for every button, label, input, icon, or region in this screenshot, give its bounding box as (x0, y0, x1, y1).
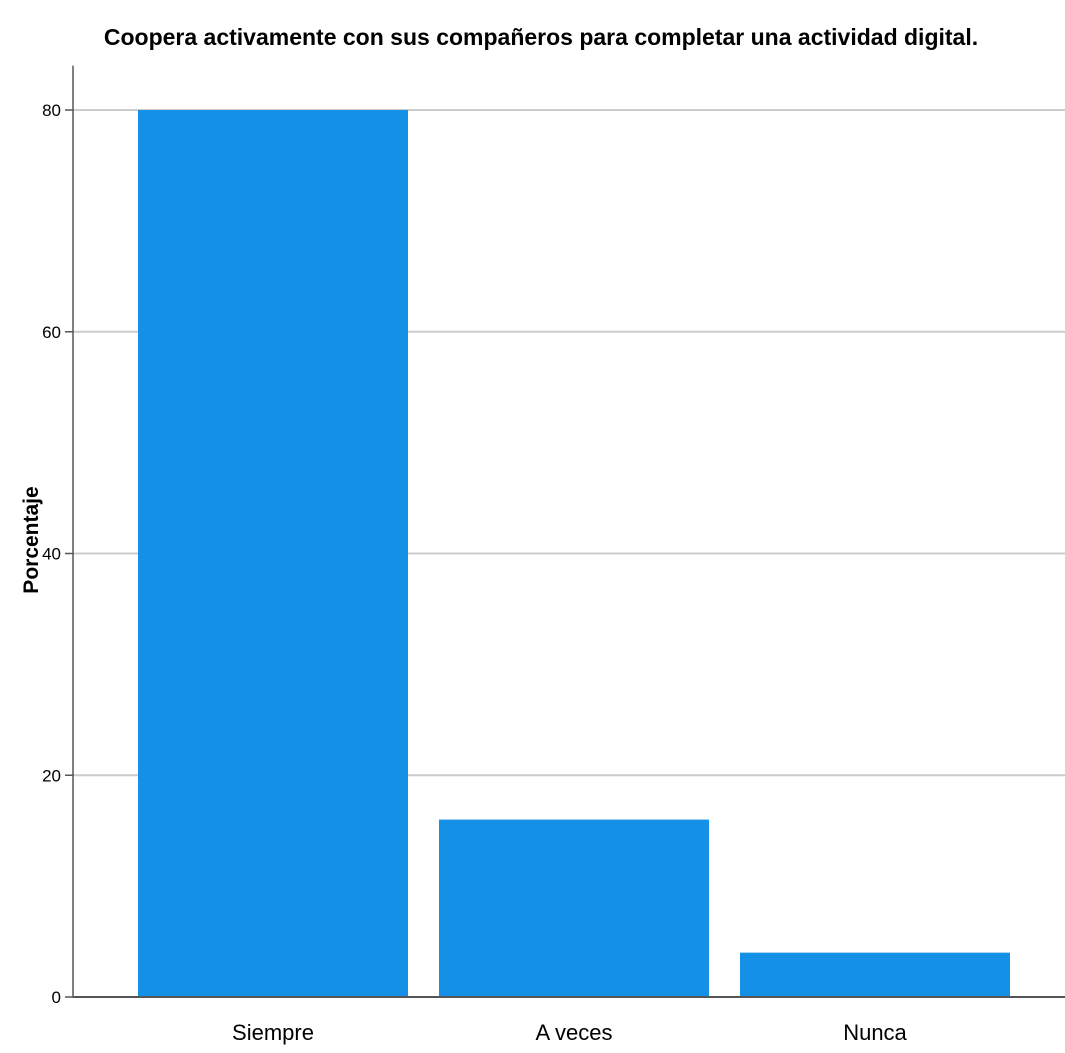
x-tick-label: Nunca (843, 1020, 907, 1045)
bar-nunca (740, 952, 1010, 997)
chart-title: Coopera activamente con sus compañeros p… (104, 24, 978, 50)
tick-labels: 0 20 40 60 80 Siempre A veces Nunca (42, 101, 907, 1045)
x-tick-label: A veces (535, 1020, 612, 1045)
axes (65, 65, 1065, 998)
bar-a-veces (439, 819, 709, 997)
bars (138, 110, 1010, 997)
y-tick-label: 40 (42, 545, 61, 564)
y-tick-label: 80 (42, 101, 61, 120)
y-tick-label: 60 (42, 323, 61, 342)
y-axis-title: Porcentaje (20, 486, 43, 593)
y-tick-label: 20 (42, 766, 61, 785)
bar-siempre (138, 110, 408, 997)
x-tick-label: Siempre (232, 1020, 314, 1045)
y-tick-label: 0 (52, 988, 61, 1007)
